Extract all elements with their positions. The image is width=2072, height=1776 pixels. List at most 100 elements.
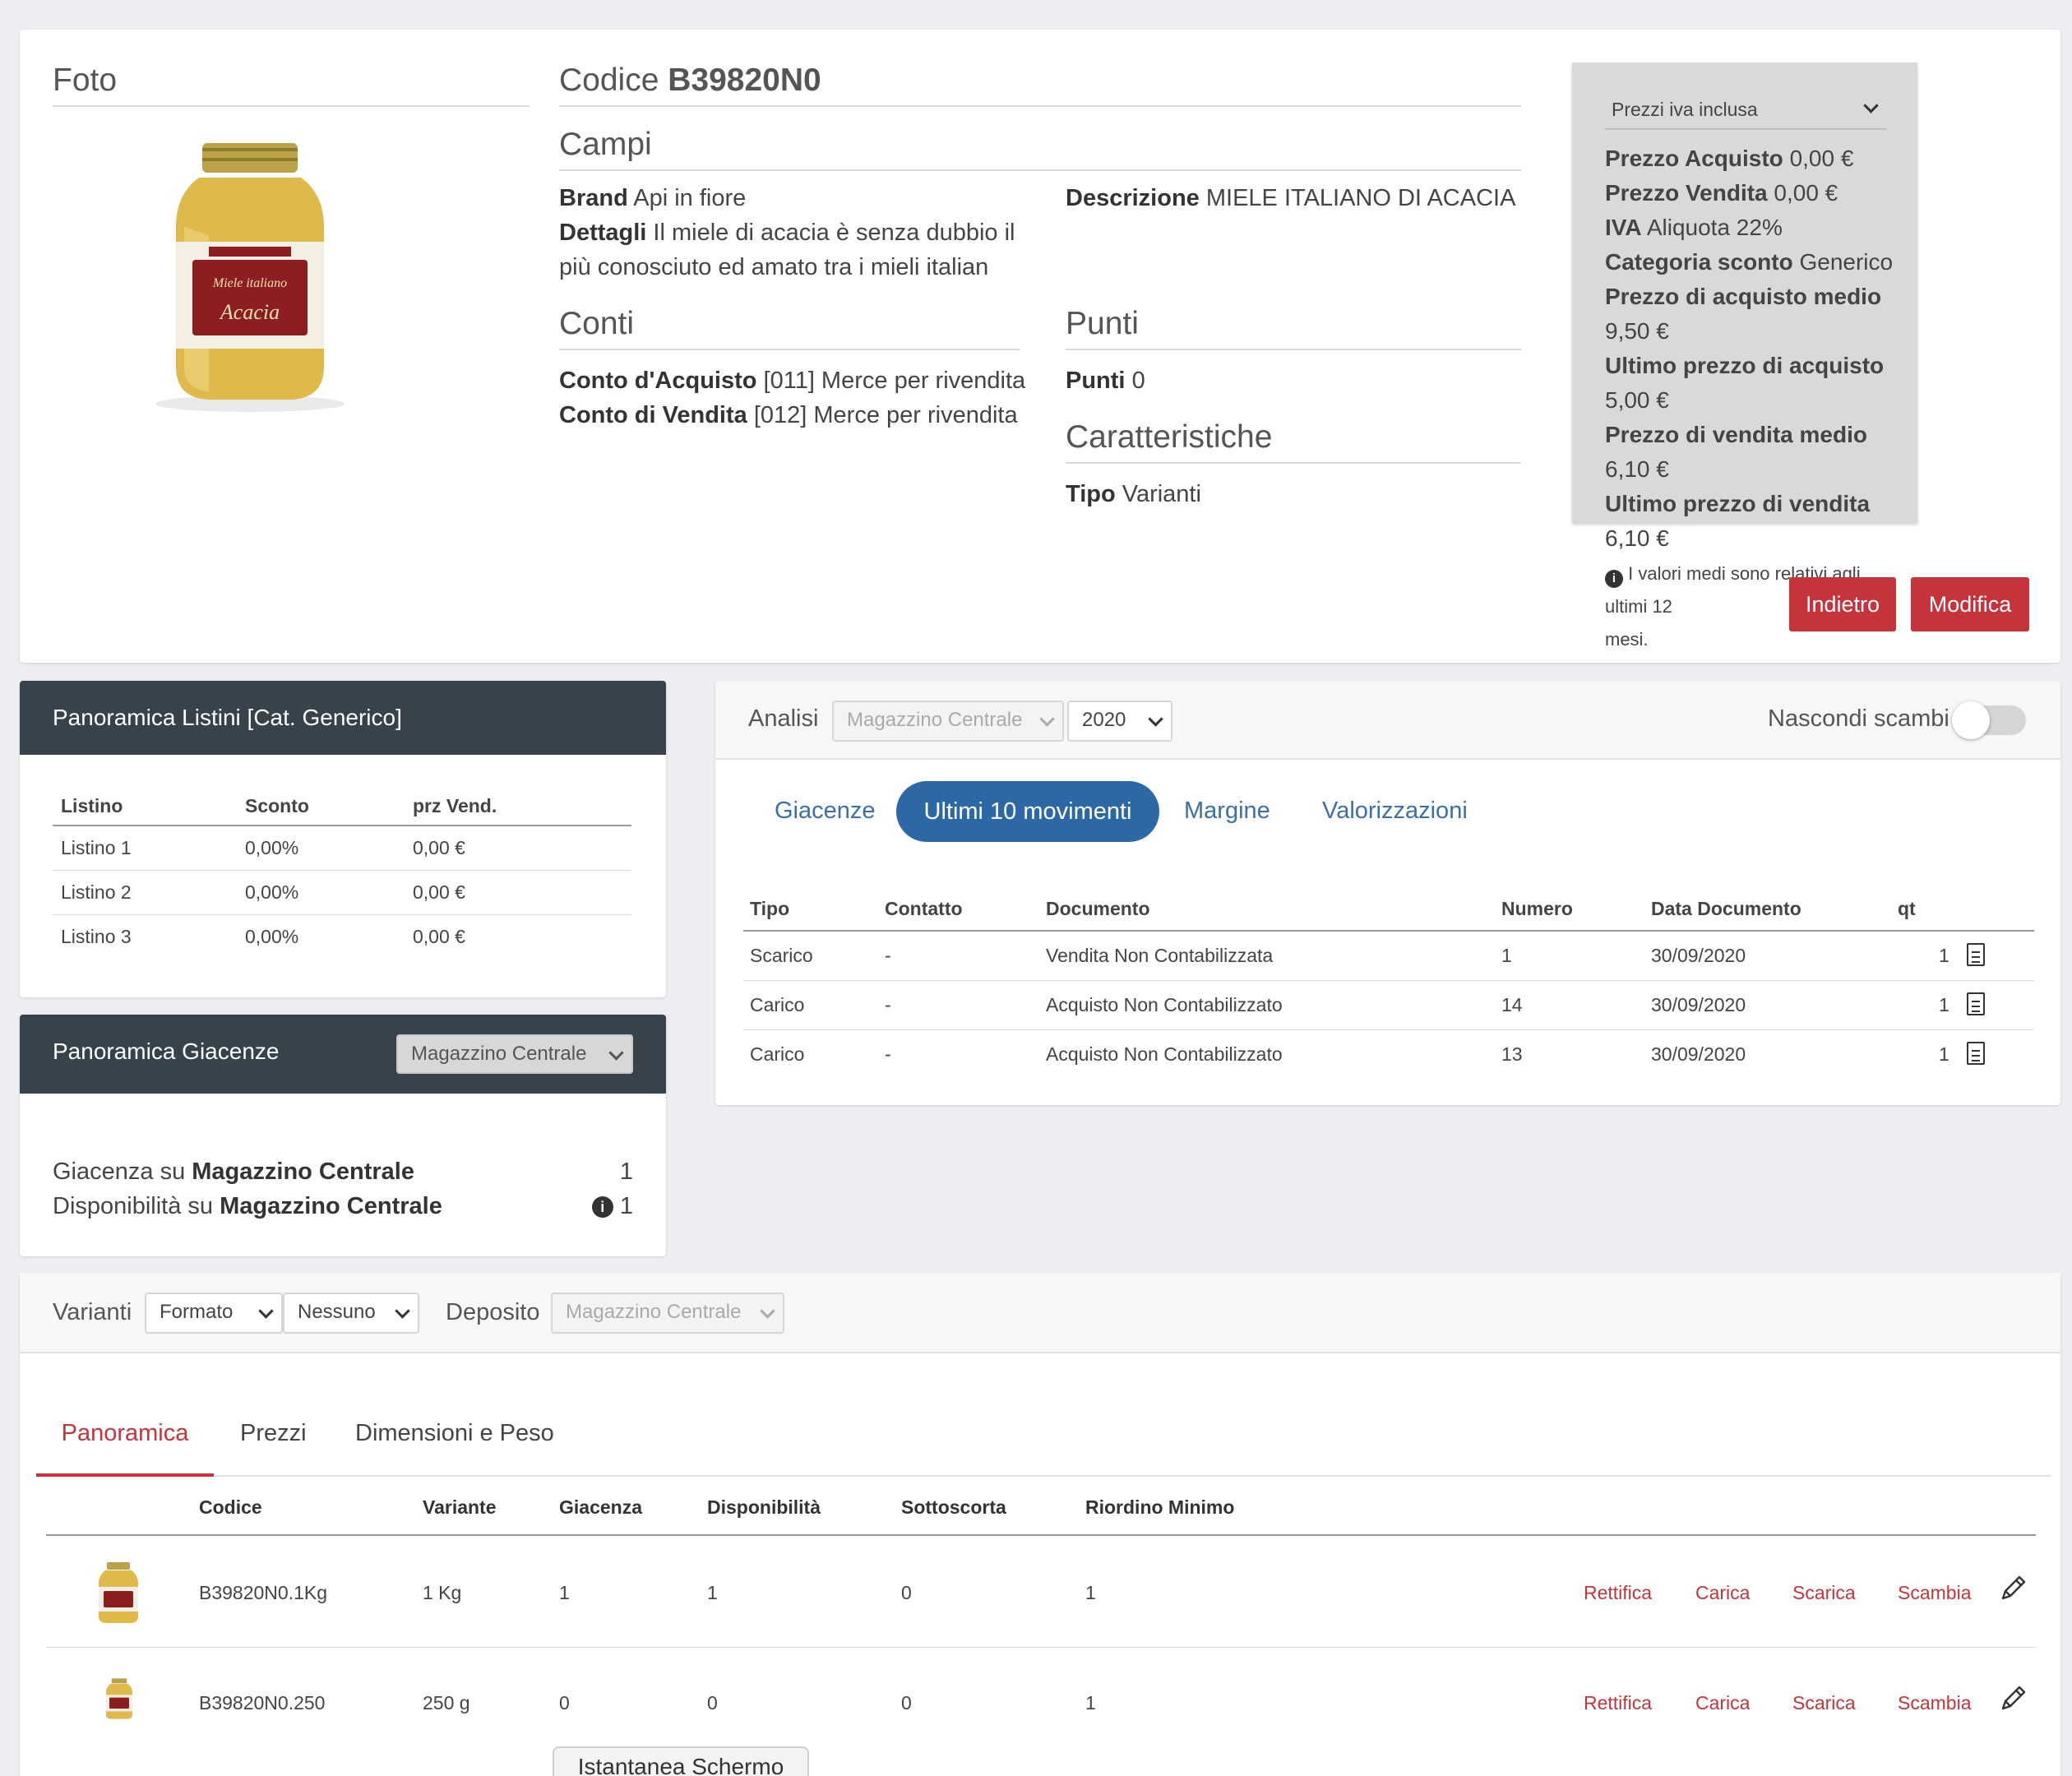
- prezzi-select[interactable]: Prezzi iva inclusa: [1605, 90, 1886, 130]
- mov-qt-cell: 1: [1898, 1029, 2034, 1079]
- listini-header: Panoramica Listini [Cat. Generico]: [20, 681, 666, 755]
- prezzo-label: Ultimo prezzo di vendita: [1605, 491, 1871, 516]
- rettifica-link[interactable]: Rettifica: [1584, 1692, 1653, 1714]
- product-detail-card: Foto Miele italiano Acacia Codice B39820…: [20, 30, 2060, 663]
- col-qt: qt: [1898, 898, 1916, 919]
- table-row: Listino 2 0,00% 0,00 €: [53, 870, 631, 914]
- mov-contatto: -: [885, 944, 891, 966]
- table-row: Listino 3 0,00% 0,00 €: [53, 914, 631, 959]
- brand-label: Brand: [559, 185, 628, 211]
- brand-value: Api in fiore: [633, 185, 747, 211]
- svg-text:Acacia: Acacia: [219, 300, 280, 324]
- prezzi-list: Prezzo Acquisto 0,00 € Prezzo Vendita 0,…: [1605, 141, 1917, 656]
- analisi-year-value: 2020: [1082, 709, 1126, 731]
- document-icon[interactable]: [1967, 1041, 1985, 1065]
- tab-valorizzazioni[interactable]: Valorizzazioni: [1322, 798, 1468, 824]
- conto-vendita-label: Conto di Vendita: [559, 402, 747, 428]
- product-photo: Miele italiano Acacia: [155, 143, 345, 412]
- tipo-value: Varianti: [1122, 481, 1201, 507]
- scarica-link[interactable]: Scarica: [1792, 1692, 1856, 1714]
- prezzo-label: Ultimo prezzo di acquisto: [1605, 353, 1885, 378]
- formato-select[interactable]: Formato: [145, 1293, 283, 1334]
- dettagli-field: Dettagli Il miele di acacia è senza dubb…: [559, 215, 1020, 284]
- punti-value: 0: [1131, 368, 1145, 394]
- tab-panoramica[interactable]: Panoramica: [36, 1390, 214, 1477]
- variant-giacenza: 0: [559, 1692, 570, 1714]
- dettagli-label: Dettagli: [559, 220, 647, 246]
- prezzo-row: IVA Aliquota 22%: [1605, 210, 1917, 245]
- nascondi-scambi-toggle[interactable]: [1952, 701, 2026, 739]
- prezzo-value: 0,00 €: [1774, 180, 1838, 206]
- codice-label: Codice: [559, 62, 659, 98]
- mov-numero: 1: [1501, 944, 1512, 966]
- table-row: Carico - Acquisto Non Contabilizzato 14 …: [743, 980, 2034, 1029]
- variant-giacenza: 1: [559, 1582, 570, 1603]
- col-sottoscorta: Sottoscorta: [901, 1496, 1006, 1518]
- conto-acquisto-field: Conto d'Acquisto [011] Merce per rivendi…: [559, 363, 1025, 398]
- prezzo-label: Prezzo di vendita medio: [1605, 422, 1867, 447]
- chevron-down-icon: [1148, 711, 1163, 727]
- analisi-magazzino-select[interactable]: Magazzino Centrale: [832, 701, 1064, 742]
- listino-prezzo: 0,00 €: [413, 836, 465, 858]
- deposito-select[interactable]: Magazzino Centrale: [551, 1293, 784, 1334]
- listini-table: Listino Sconto prz Vend. Listino 1 0,00%…: [53, 788, 631, 959]
- listini-card: Panoramica Listini [Cat. Generico] Listi…: [20, 681, 666, 997]
- chevron-down-icon: [760, 1303, 775, 1319]
- tab-dimensioni-peso[interactable]: Dimensioni e Peso: [355, 1420, 554, 1446]
- mov-tipo: Carico: [750, 993, 805, 1015]
- info-icon[interactable]: i: [591, 1196, 613, 1218]
- col-codice: Codice: [199, 1496, 262, 1518]
- carica-link[interactable]: Carica: [1695, 1692, 1751, 1714]
- tab-ultimi-movimenti[interactable]: Ultimi 10 movimenti: [896, 781, 1159, 842]
- giacenze-magazzino-select[interactable]: Magazzino Centrale: [396, 1034, 633, 1074]
- varianti-header-row: Codice Variante Giacenza Disponibilità S…: [46, 1470, 2036, 1536]
- mov-qt: 1: [1939, 1043, 1949, 1065]
- pencil-icon[interactable]: [2000, 1684, 2028, 1712]
- descrizione-label: Descrizione: [1066, 185, 1200, 211]
- nessuno-select[interactable]: Nessuno: [283, 1293, 419, 1334]
- prezzi-select-value: Prezzi iva inclusa: [1612, 99, 1758, 120]
- tipo-label: Tipo: [1066, 481, 1116, 507]
- table-row: Listino 1 0,00% 0,00 €: [53, 826, 631, 870]
- caratteristiche-title: Caratteristiche: [1066, 419, 1521, 464]
- modifica-button[interactable]: Modifica: [1911, 577, 2029, 631]
- punti-label: Punti: [1066, 368, 1126, 394]
- tipo-field: Tipo Varianti: [1066, 477, 1201, 511]
- carica-link[interactable]: Carica: [1695, 1582, 1751, 1603]
- descrizione-field: Descrizione MIELE ITALIANO DI ACACIA: [1066, 181, 1515, 215]
- chevron-down-icon: [1039, 711, 1055, 727]
- brand-field: Brand Api in fiore: [559, 181, 746, 215]
- analisi-magazzino-value: Magazzino Centrale: [847, 709, 1023, 731]
- tab-margine[interactable]: Margine: [1184, 798, 1270, 824]
- scambia-link[interactable]: Scambia: [1898, 1692, 1972, 1714]
- col-numero: Numero: [1501, 898, 1573, 919]
- document-icon[interactable]: [1967, 943, 1985, 966]
- scambia-link[interactable]: Scambia: [1898, 1582, 1972, 1603]
- nessuno-value: Nessuno: [298, 1301, 376, 1323]
- tab-giacenze[interactable]: Giacenze: [775, 798, 876, 824]
- disponibilita-prefix: Disponibilità su: [53, 1193, 214, 1219]
- variant-variante: 250 g: [423, 1692, 470, 1714]
- giacenze-magazzino-value: Magazzino Centrale: [411, 1043, 587, 1065]
- variant-sottoscorta: 0: [901, 1692, 912, 1714]
- deposito-label: Deposito: [446, 1299, 540, 1325]
- scarica-link[interactable]: Scarica: [1792, 1582, 1856, 1603]
- prezzo-value: 5,00 €: [1605, 387, 1669, 413]
- pencil-icon[interactable]: [2000, 1574, 2028, 1602]
- prezzo-value: 6,10 €: [1605, 525, 1669, 551]
- analisi-year-select[interactable]: 2020: [1067, 701, 1172, 742]
- conto-acquisto-value: [011] Merce per rivendita: [763, 368, 1026, 394]
- prezzo-row: Prezzo di vendita medio 6,10 €: [1605, 418, 1917, 487]
- tab-prezzi[interactable]: Prezzi: [240, 1420, 307, 1446]
- rettifica-link[interactable]: Rettifica: [1584, 1582, 1653, 1603]
- prezzo-value: Aliquota 22%: [1646, 215, 1783, 240]
- foto-title: Foto: [53, 62, 530, 107]
- toggle-knob: [1952, 701, 1990, 739]
- listini-col-prezzo: prz Vend.: [413, 795, 497, 816]
- info-icon: i: [1605, 570, 1623, 588]
- indietro-button[interactable]: Indietro: [1789, 577, 1896, 631]
- descrizione-value: MIELE ITALIANO DI ACACIA: [1205, 185, 1516, 211]
- document-icon[interactable]: [1967, 992, 1985, 1015]
- istantanea-schermo-button[interactable]: Istantanea Schermo: [553, 1746, 809, 1776]
- mov-qt-cell: 1: [1898, 931, 2034, 980]
